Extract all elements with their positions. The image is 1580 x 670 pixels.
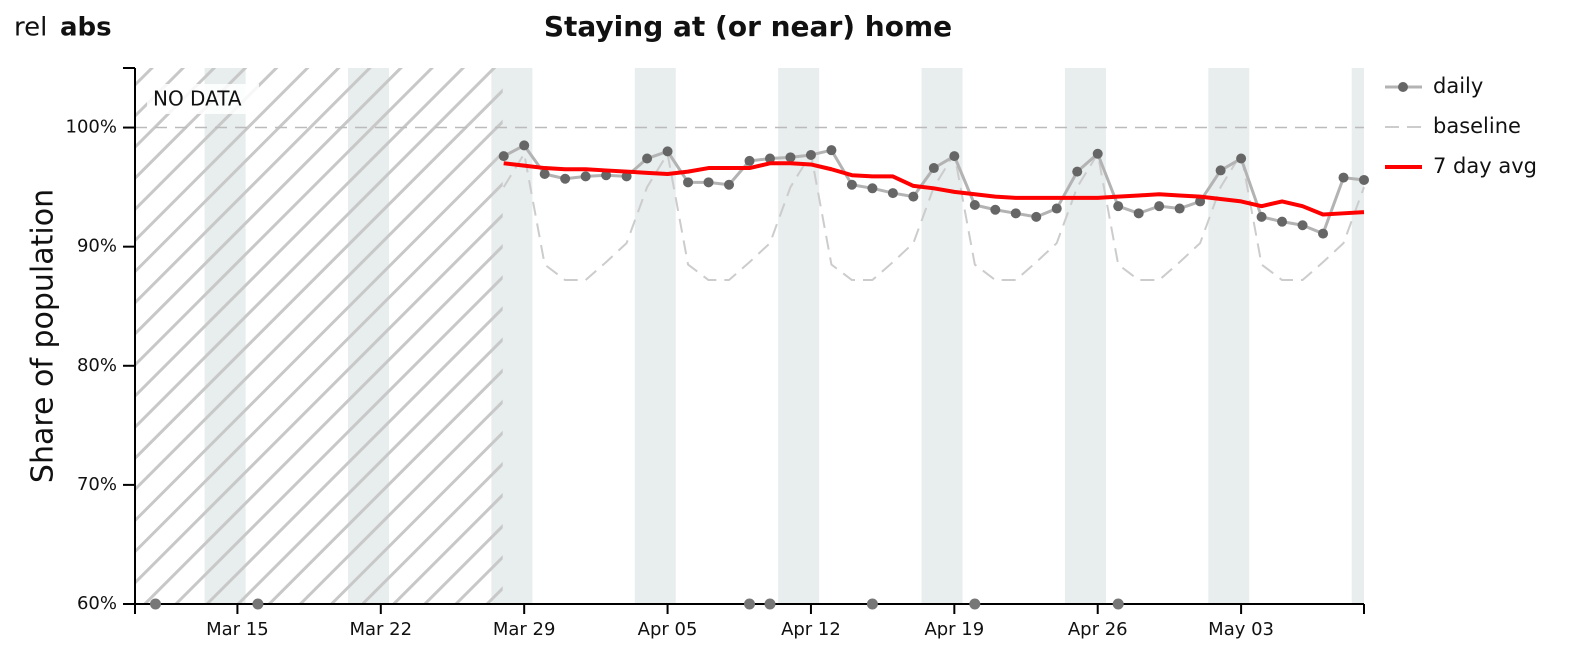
data-point	[1215, 165, 1226, 176]
x-tick-label: Mar 22	[350, 619, 413, 640]
data-point	[1154, 201, 1165, 212]
legend-label: daily	[1433, 74, 1483, 98]
data-point	[724, 179, 735, 190]
data-point	[703, 177, 714, 188]
data-point	[826, 145, 837, 156]
event-marker	[764, 598, 776, 610]
data-point	[1318, 228, 1329, 239]
weekend-bands	[135, 68, 1364, 604]
data-point	[519, 140, 530, 151]
data-point	[1072, 166, 1083, 177]
y-tick-label: 60%	[77, 593, 117, 614]
data-point	[1297, 220, 1308, 231]
event-marker	[1112, 598, 1124, 610]
data-point	[1359, 174, 1369, 185]
data-point	[1256, 211, 1267, 222]
series-line	[502, 152, 1365, 282]
event-marker	[149, 598, 161, 610]
data-point	[1277, 216, 1288, 227]
plot	[135, 126, 1369, 282]
x-tick-label: Apr 19	[924, 619, 984, 640]
data-point	[785, 152, 796, 163]
data-point	[805, 149, 816, 160]
data-point	[539, 169, 550, 180]
data-point	[1051, 203, 1062, 214]
data-point	[949, 151, 960, 162]
data-point	[683, 177, 694, 188]
event-marker	[969, 598, 981, 610]
series-line	[503, 161, 1365, 217]
legend-label: baseline	[1433, 114, 1521, 138]
toggle-rel[interactable]: rel	[14, 13, 47, 43]
data-point	[744, 155, 755, 166]
data-point	[969, 199, 980, 210]
weekend-band	[1064, 68, 1106, 604]
data-point	[764, 153, 775, 164]
data-point	[1010, 208, 1021, 219]
y-tick-label: 90%	[77, 236, 117, 257]
data-point	[1133, 208, 1144, 219]
data-point	[887, 188, 898, 199]
y-tick-label: 70%	[77, 474, 117, 495]
x-tick-label: Mar 29	[493, 619, 556, 640]
data-point	[560, 173, 571, 184]
no-data-backdrop	[147, 84, 259, 114]
data-point	[908, 191, 919, 202]
data-point	[498, 151, 509, 162]
event-marker	[252, 598, 264, 610]
x-tick-label: Mar 15	[206, 619, 269, 640]
data-point	[990, 204, 1001, 215]
x-tick-label: Apr 05	[638, 619, 698, 640]
x-tick-label: Apr 26	[1068, 619, 1128, 640]
no-data-label: NO DATA	[153, 87, 242, 111]
data-point	[928, 163, 939, 174]
legend-label: 7 day avg	[1433, 154, 1537, 178]
data-point	[642, 153, 653, 164]
data-point	[601, 170, 612, 181]
data-point	[1113, 201, 1124, 212]
weekend-band	[1208, 68, 1250, 604]
legend-marker	[1398, 82, 1408, 92]
toggle-abs[interactable]: abs	[60, 13, 112, 43]
x-tick-label: Apr 12	[781, 619, 841, 640]
data-point	[846, 179, 857, 190]
chart-title: Staying at (or near) home	[544, 10, 952, 43]
data-point	[1174, 203, 1185, 214]
data-point	[1092, 148, 1103, 159]
weekend-band	[1351, 68, 1364, 604]
no-data-region	[135, 68, 503, 604]
data-point	[1031, 211, 1042, 222]
data-point	[580, 171, 591, 182]
data-point	[662, 146, 673, 157]
data-point	[1236, 153, 1247, 164]
y-tick-label: 80%	[77, 355, 117, 376]
data-point	[1338, 172, 1349, 183]
weekend-band	[921, 68, 963, 604]
data-point	[621, 171, 632, 182]
event-marker	[866, 598, 878, 610]
y-tick-label: 100%	[66, 117, 117, 138]
event-marker	[744, 598, 755, 610]
weekend-band	[778, 68, 820, 604]
data-point	[867, 183, 878, 194]
y-axis-label: Share of population	[26, 189, 61, 483]
x-tick-label: May 03	[1208, 619, 1274, 640]
